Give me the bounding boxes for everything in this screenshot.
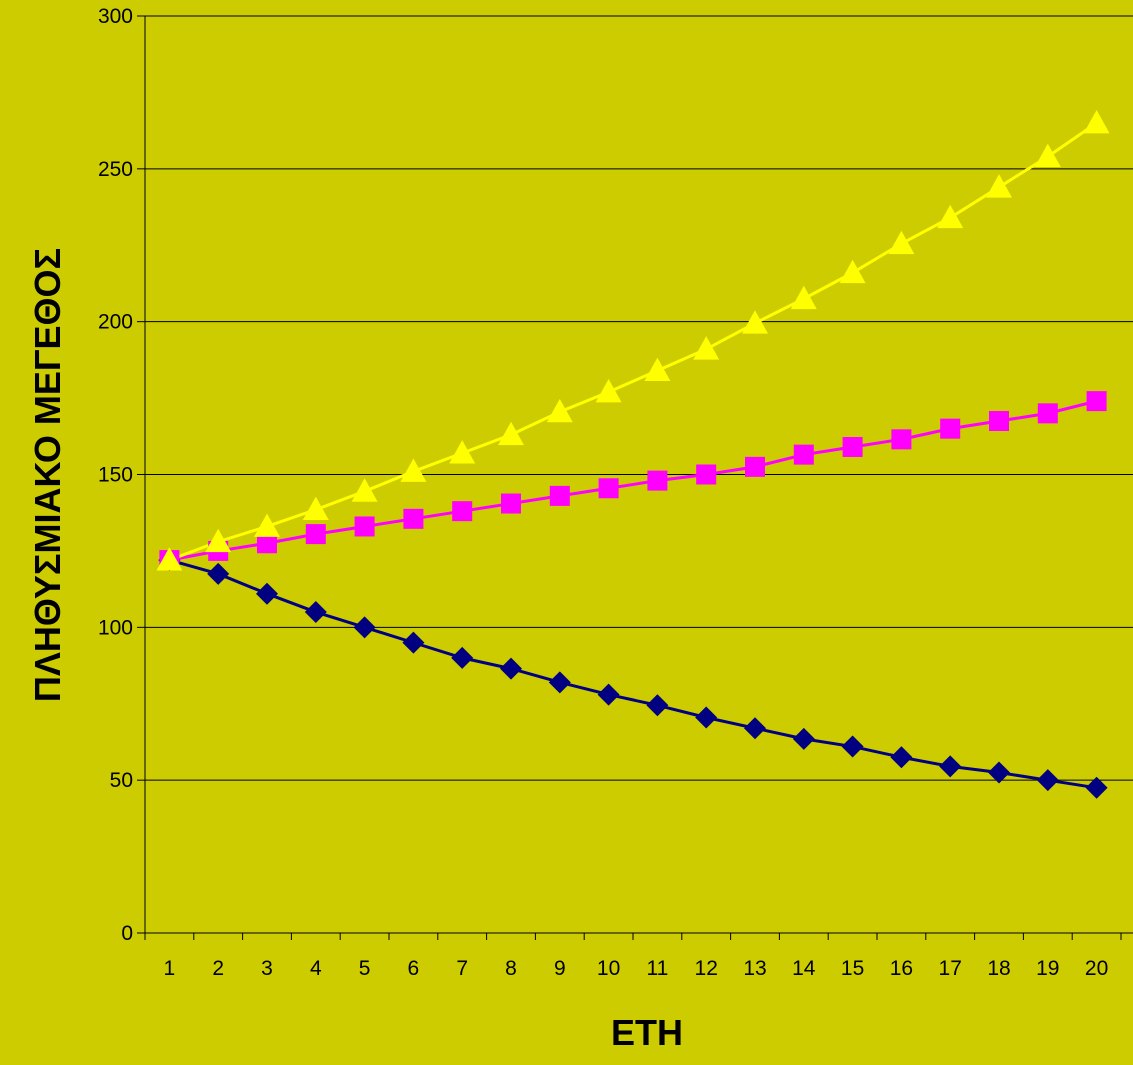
diamond-point-14	[792, 727, 815, 750]
x-tick-label-13: 13	[743, 957, 766, 980]
diamond-point-8	[500, 657, 522, 680]
y-tick-labels: 0 50 100 150 200 250 300	[98, 5, 133, 945]
x-tick-label-7: 7	[456, 957, 468, 980]
diamond-point-20	[1085, 776, 1108, 799]
y-tick-label-300: 300	[98, 5, 133, 28]
diamond-point-6	[402, 631, 425, 654]
square-point-20	[1086, 391, 1107, 412]
triangle-point-8	[498, 421, 524, 446]
square-point-7	[452, 501, 473, 522]
x-tick-label-4: 4	[310, 957, 322, 980]
triangle-point-6	[400, 458, 427, 482]
x-tick-labels: 1 2 3 4 5 6 7 8 9 10 11 12 13 14 15 16 17 18 19 20	[164, 957, 1109, 980]
square-point-16	[891, 429, 912, 450]
x-tick-label-2: 2	[212, 957, 224, 980]
diamond-point-7	[451, 646, 474, 669]
square-point-12	[696, 464, 717, 485]
diamond-point-5	[353, 616, 376, 639]
y-axis-title: ΠΛΗΘΥΣΜΙΑΚΟ ΜΕΓΕΘΟΣ	[27, 248, 68, 702]
triangle-point-19	[1034, 143, 1061, 168]
x-tick-label-9: 9	[554, 957, 566, 980]
triangle-point-11	[644, 357, 671, 381]
square-point-8	[501, 493, 521, 514]
x-tick-label-1: 1	[164, 957, 176, 980]
square-point-4	[305, 524, 326, 545]
square-point-19	[1037, 403, 1058, 424]
square-point-18	[989, 411, 1009, 432]
diamond-point-11	[646, 694, 669, 717]
triangle-point-9	[546, 398, 573, 423]
y-tick-label-150: 150	[98, 464, 133, 487]
diamond-point-3	[256, 582, 278, 605]
triangle-point-1	[156, 547, 183, 571]
y-tick-label-50: 50	[110, 769, 133, 792]
x-tick-label-5: 5	[359, 957, 371, 980]
square-point-13	[745, 456, 765, 477]
diamond-point-17	[939, 755, 962, 778]
triangle-point-16	[888, 230, 915, 255]
square-point-15	[842, 436, 863, 457]
x-tick-label-11: 11	[646, 957, 668, 980]
square-point-14	[793, 444, 814, 465]
triangle-point-2	[205, 528, 232, 553]
diamond-point-9	[548, 671, 571, 694]
triangle-point-3	[254, 513, 280, 537]
x-axis-title: ΕΤΗ	[611, 1012, 683, 1053]
x-tick-label-15: 15	[841, 957, 864, 980]
triangle-point-10	[595, 378, 622, 403]
diamond-point-16	[890, 746, 913, 769]
x-tick-label-20: 20	[1085, 957, 1108, 980]
square-point-11	[647, 470, 668, 491]
y-tick-label-250: 250	[98, 158, 133, 181]
triangle-point-5	[351, 478, 378, 502]
diamond-point-15	[841, 735, 864, 758]
square-point-10	[598, 478, 619, 499]
x-tick-label-8: 8	[505, 957, 517, 980]
x-tick-label-17: 17	[939, 957, 962, 980]
series-markers	[156, 109, 1110, 799]
triangle-point-13	[742, 310, 768, 334]
x-tick-label-12: 12	[695, 957, 718, 980]
y-tick-label-100: 100	[98, 616, 133, 639]
y-tick-label-200: 200	[98, 311, 133, 334]
diamond-point-19	[1036, 769, 1059, 792]
square-point-9	[549, 485, 570, 506]
x-tick-label-3: 3	[261, 957, 273, 980]
diamond-point-2	[207, 562, 230, 585]
triangle-point-18	[986, 174, 1012, 198]
x-tick-label-19: 19	[1036, 957, 1059, 980]
x-tick-label-10: 10	[597, 957, 620, 980]
diamond-point-18	[988, 761, 1010, 784]
triangle-point-15	[839, 259, 866, 284]
gridlines	[145, 15, 1133, 781]
square-point-6	[403, 508, 424, 529]
triangle-point-12	[693, 336, 720, 360]
x-tick-label-14: 14	[792, 957, 816, 980]
axes	[137, 15, 1133, 940]
diamond-point-12	[695, 706, 718, 729]
triangle-point-17	[937, 204, 964, 229]
diamond-point-10	[597, 683, 620, 706]
square-point-17	[940, 418, 961, 439]
square-point-5	[354, 516, 375, 537]
x-tick-label-16: 16	[890, 957, 913, 980]
diamond-point-13	[744, 717, 766, 740]
square-point-3	[257, 533, 277, 554]
triangle-point-7	[449, 440, 476, 464]
diamond-point-4	[304, 601, 327, 624]
triangle-point-20	[1083, 109, 1110, 134]
y-tick-label-0: 0	[121, 922, 133, 945]
x-tick-label-6: 6	[408, 957, 420, 980]
triangle-point-4	[302, 496, 329, 521]
x-tick-label-18: 18	[987, 957, 1010, 980]
triangle-point-14	[790, 285, 817, 310]
